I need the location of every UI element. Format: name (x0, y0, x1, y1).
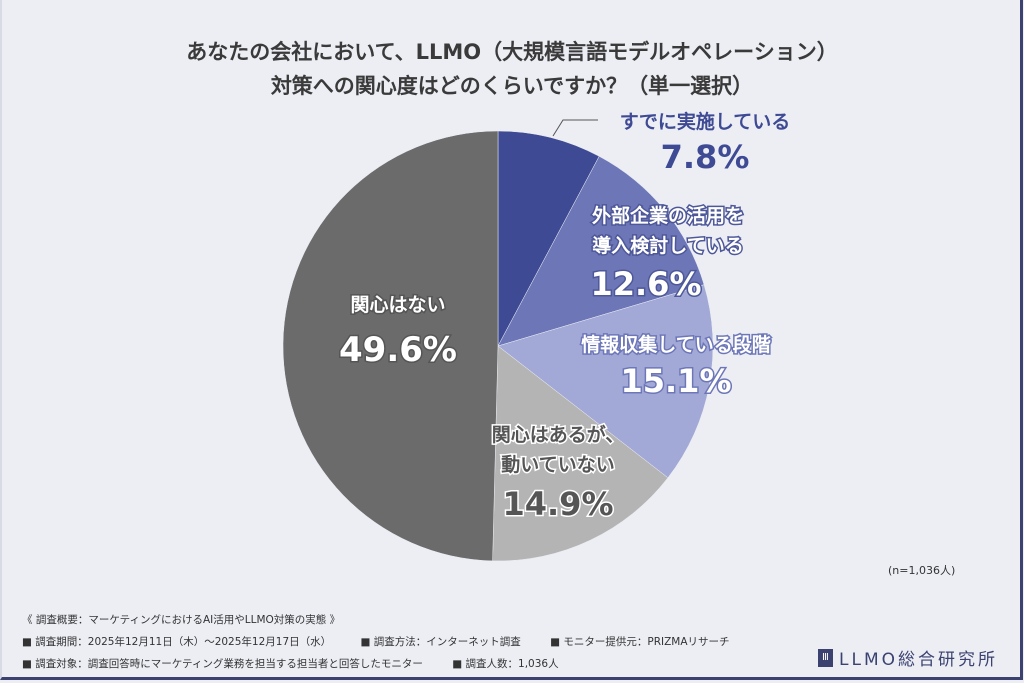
survey-row-2: ■ 調査対象：調査回答時にマーケティング業務を担当する担当者と回答したモニター … (22, 656, 585, 671)
slice-value-label: 14.9% (502, 485, 613, 523)
slice-label: 外部企業の活用を (592, 204, 744, 227)
slice-value-label: 7.8% (661, 138, 750, 176)
slice-label: 関心はあるが、 (492, 423, 625, 446)
leader-line (552, 119, 598, 137)
pie-slice (492, 345, 669, 562)
logo-mark-icon: Ⅲ (818, 648, 833, 667)
pie-slice (497, 155, 705, 347)
slice-label: 情報収集している段階 (581, 333, 770, 356)
sample-size-note: (n=1,036人) (888, 564, 956, 577)
chart-title-line-1: あなたの会社において、LLMO（大規模言語モデルオペレーション） (186, 40, 838, 64)
survey-provider: ■ モニター提供元：PRIZMAリサーチ (550, 636, 730, 648)
chart-title-line-2: 対策への関心度はどのくらいですか？（単一選択） (270, 74, 754, 98)
slice-value-label: 15.1% (620, 362, 731, 400)
brand-logo: Ⅲ LLMO総合研究所 (818, 645, 998, 670)
pie-slice (282, 130, 499, 562)
slice-value-label: 12.6% (590, 265, 701, 303)
survey-count: ■ 調査人数：1,036人 (452, 658, 559, 670)
survey-heading: 《 調査概要：マーケティングにおけるAI活用やLLMO対策の実態 》 (22, 614, 341, 626)
slice-label: すでに実施している (620, 110, 791, 133)
survey-period: ■ 調査期間：2025年12月11日（木）～2025年12月17日（水） (22, 636, 332, 648)
slice-label: 関心はない (350, 294, 445, 316)
slice-label: 動いていない (501, 454, 614, 476)
survey-target: ■ 調査対象：調査回答時にマーケティング業務を担当する担当者と回答したモニター (22, 658, 423, 670)
slice-value-label: 49.6% (339, 330, 457, 370)
survey-method: ■ 調査方法：インターネット調査 (360, 636, 521, 648)
pie-slice (497, 284, 714, 479)
pie-slice (497, 130, 600, 347)
slice-label: 導入検討している (592, 234, 743, 257)
survey-row-1: ■ 調査期間：2025年12月11日（木）～2025年12月17日（水） ■ 調… (22, 634, 756, 649)
logo-text: LLMO総合研究所 (839, 650, 998, 670)
